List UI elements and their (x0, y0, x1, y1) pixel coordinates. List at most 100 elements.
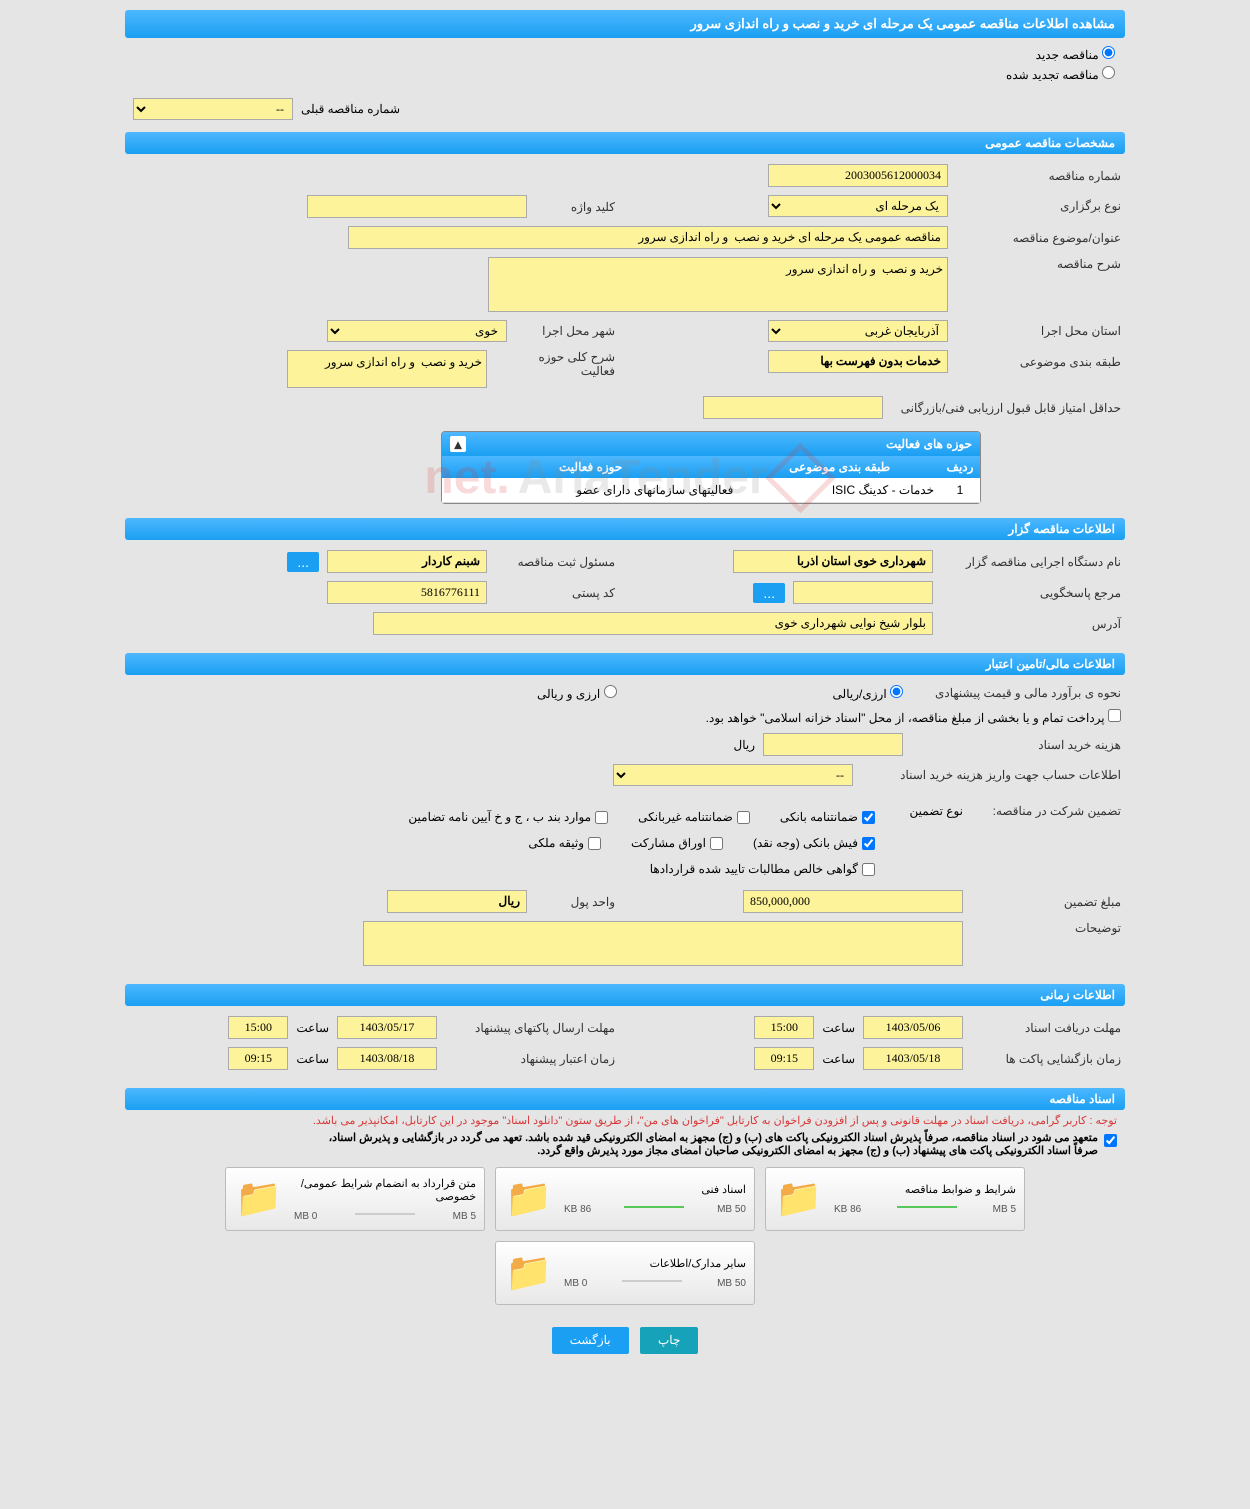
col-field-header: حوزه فعالیت (442, 456, 739, 478)
guarantee-amount-label: مبلغ تضمین (971, 895, 1121, 909)
prev-tender-select[interactable]: -- (133, 98, 293, 120)
g-bank-check[interactable] (862, 811, 875, 824)
arzi-va-riali-label[interactable]: ارزی و ریالی (537, 685, 617, 701)
g-nonbank-label[interactable]: ضمانتنامه غیربانکی (638, 810, 750, 824)
section-financial: اطلاعات مالی/تامین اعتبار (125, 653, 1125, 675)
send-label: مهلت ارسال پاکتهای پیشنهاد (445, 1021, 615, 1035)
tender-mode-group: مناقصه جدید مناقصه تجدید شده (125, 38, 1125, 94)
activity-desc-textarea[interactable]: خرید و نصب و راه اندازی سرور (287, 350, 487, 388)
time-word-1: ساعت (822, 1021, 855, 1035)
collapse-icon[interactable]: ▴ (450, 436, 466, 452)
category-input[interactable] (768, 350, 948, 373)
doc-cards-container: شرایط و ضوابط مناقصه 5 MB86 KB 📁 اسناد ف… (125, 1157, 1125, 1315)
responsible-more-button[interactable]: ... (287, 552, 319, 572)
desc-textarea[interactable]: خرید و نصب و راه اندازی سرور (488, 257, 948, 312)
postal-input[interactable] (327, 581, 487, 604)
min-score-label: حداقل امتیاز قابل قبول ارزیابی فنی/بازرگ… (891, 401, 1121, 415)
g-cash-label[interactable]: فیش بانکی (وجه نقد) (753, 836, 875, 850)
section-general: مشخصات مناقصه عمومی (125, 132, 1125, 154)
account-label: اطلاعات حساب جهت واریز هزینه خرید اسناد (861, 768, 1121, 782)
g-netclaims-label[interactable]: گواهی خالص مطالبات تایید شده قراردادها (650, 862, 875, 876)
g-netclaims-check[interactable] (862, 863, 875, 876)
method-label: نحوه ی برآورد مالی و قیمت پیشنهادی (911, 686, 1121, 700)
row-cat: خدمات - کدینگ ISIC (739, 478, 940, 503)
keyword-input[interactable] (307, 195, 527, 218)
address-input[interactable] (373, 612, 933, 635)
subject-input[interactable] (348, 226, 948, 249)
doc-card[interactable]: سایر مدارک/اطلاعات 50 MB0 MB 📁 (495, 1241, 755, 1305)
tender-no-input[interactable] (768, 164, 948, 187)
notes-label: توضیحات (971, 921, 1121, 935)
open-label: زمان بازگشایی پاکت ها (971, 1052, 1121, 1066)
org-label: نام دستگاه اجرایی مناقصه گزار (941, 555, 1121, 569)
time-word-3: ساعت (822, 1052, 855, 1066)
g-items-check[interactable] (595, 811, 608, 824)
validity-time[interactable] (228, 1047, 288, 1070)
folder-icon: 📁 (774, 1174, 824, 1224)
contact-more-button[interactable]: ... (753, 583, 785, 603)
g-bonds-label[interactable]: اوراق مشارکت (631, 836, 723, 850)
city-label: شهر محل اجرا (515, 324, 615, 338)
g-property-label[interactable]: وثیقه ملکی (528, 836, 601, 850)
doc-card[interactable]: متن قرارداد به انضمام شرایط عمومی/خصوصی … (225, 1167, 485, 1231)
row-num: 1 (940, 478, 980, 503)
city-select[interactable]: خوی (327, 320, 507, 342)
radio-arzi-riali[interactable] (890, 685, 903, 698)
guarantee-amount-input[interactable] (743, 890, 963, 913)
doc-card[interactable]: شرایط و ضوابط مناقصه 5 MB86 KB 📁 (765, 1167, 1025, 1231)
min-score-input[interactable] (703, 396, 883, 419)
radio-renewed[interactable] (1102, 66, 1115, 79)
doc-card[interactable]: اسناد فنی 50 MB86 KB 📁 (495, 1167, 755, 1231)
activities-table: ردیف طبقه بندی موضوعی حوزه فعالیت 1 خدما… (442, 456, 980, 503)
g-nonbank-check[interactable] (737, 811, 750, 824)
responsible-input[interactable] (327, 550, 487, 573)
docs-commit-checkbox[interactable] (1104, 1134, 1117, 1147)
send-date[interactable] (337, 1016, 437, 1039)
g-cash-check[interactable] (862, 837, 875, 850)
notes-textarea[interactable] (363, 921, 963, 966)
doc-title: سایر مدارک/اطلاعات (564, 1257, 746, 1270)
radio-arzi-va-riali[interactable] (604, 685, 617, 698)
contact-label: مرجع پاسخگویی (941, 586, 1121, 600)
section-time: اطلاعات زمانی (125, 984, 1125, 1006)
responsible-label: مسئول ثبت مناقصه (495, 555, 615, 569)
receive-date[interactable] (863, 1016, 963, 1039)
col-cat-header: طبقه بندی موضوعی (739, 456, 940, 478)
postal-label: کد پستی (495, 586, 615, 600)
print-button[interactable]: چاپ (640, 1327, 698, 1354)
time-word-4: ساعت (296, 1052, 329, 1066)
activities-title: حوزه های فعالیت (886, 437, 972, 451)
g-bank-label[interactable]: ضمانتنامه بانکی (780, 810, 875, 824)
treasury-checkbox-label[interactable]: پرداخت تمام و یا بخشی از مبلغ مناقصه، از… (706, 709, 1121, 725)
province-select[interactable]: آذربایجان غربی (768, 320, 948, 342)
contact-input[interactable] (793, 581, 933, 604)
purchase-cost-label: هزینه خرید اسناد (911, 738, 1121, 752)
currency-input[interactable] (387, 890, 527, 913)
docs-notice-red: توجه : کاربر گرامی، دریافت اسناد در مهلت… (125, 1110, 1125, 1131)
radio-new-label[interactable]: مناقصه جدید (135, 46, 1115, 62)
section-docs: اسناد مناقصه (125, 1088, 1125, 1110)
address-label: آدرس (941, 617, 1121, 631)
type-label: نوع برگزاری (956, 199, 1121, 213)
send-time[interactable] (228, 1016, 288, 1039)
province-label: استان محل اجرا (956, 324, 1121, 338)
org-input[interactable] (733, 550, 933, 573)
receive-time[interactable] (754, 1016, 814, 1039)
type-select[interactable]: یک مرحله ای (768, 195, 948, 217)
validity-date[interactable] (337, 1047, 437, 1070)
receive-label: مهلت دریافت اسناد (971, 1021, 1121, 1035)
g-bonds-check[interactable] (710, 837, 723, 850)
docs-notice-bold-1: متعهد می شود در اسناد مناقصه، صرفاً پذیر… (329, 1131, 1098, 1144)
treasury-checkbox[interactable] (1108, 709, 1121, 722)
account-select[interactable]: -- (613, 764, 853, 786)
open-date[interactable] (863, 1047, 963, 1070)
g-items-label[interactable]: موارد بند ب ، ج و خ آیین نامه تضامین (408, 810, 608, 824)
doc-title: شرایط و ضوابط مناقصه (834, 1183, 1016, 1196)
purchase-cost-input[interactable] (763, 733, 903, 756)
back-button[interactable]: بازگشت (552, 1327, 629, 1354)
radio-new[interactable] (1102, 46, 1115, 59)
radio-renewed-label[interactable]: مناقصه تجدید شده (135, 66, 1115, 82)
open-time[interactable] (754, 1047, 814, 1070)
arzi-riali-label[interactable]: ارزی/ریالی (833, 685, 903, 701)
g-property-check[interactable] (588, 837, 601, 850)
